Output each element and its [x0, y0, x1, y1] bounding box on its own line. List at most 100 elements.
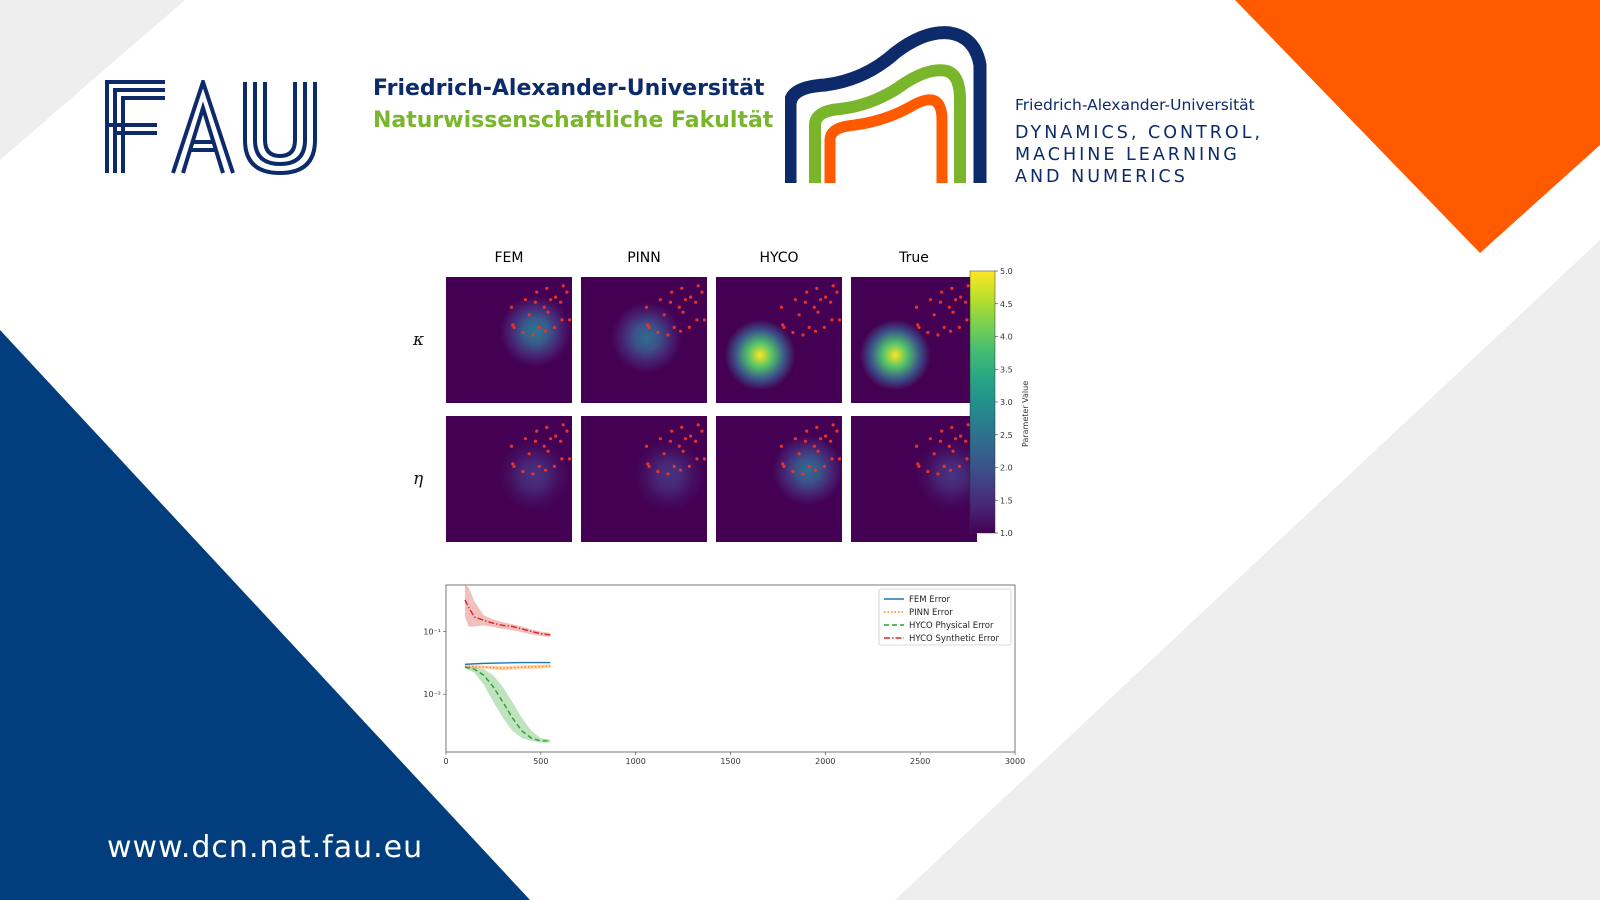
sensor-point	[807, 464, 811, 468]
sensor-point	[779, 444, 784, 448]
sensor-point	[678, 468, 683, 472]
sensor-point	[835, 290, 839, 294]
sensor-point	[511, 462, 515, 466]
website-url[interactable]: www.dcn.nat.fau.eu	[107, 830, 424, 865]
sensor-point	[779, 305, 784, 309]
sensor-point	[700, 290, 704, 294]
sensor-point	[914, 305, 919, 309]
sensor-point	[561, 423, 565, 427]
sensor-point	[565, 290, 569, 294]
sensor-point	[830, 318, 834, 322]
sensor-point	[662, 452, 666, 456]
sensor-point	[917, 325, 921, 329]
sensor-point	[647, 325, 651, 329]
sensor-point	[807, 325, 811, 329]
sensor-point	[683, 437, 688, 441]
sensor-point	[559, 439, 563, 443]
sensor-point	[545, 425, 549, 429]
sensor-point	[546, 449, 550, 453]
legend-entry: HYCO Physical Error	[909, 621, 994, 631]
dcn-university-name: Friedrich-Alexander-Universität	[1015, 96, 1255, 114]
sensor-point	[537, 325, 541, 329]
sensor-point	[940, 429, 944, 433]
sensor-point	[559, 300, 563, 304]
sensor-point	[677, 305, 681, 309]
series-line	[464, 666, 551, 742]
heatmap-field	[716, 416, 842, 542]
heatmap-panel	[716, 416, 842, 542]
sensor-point	[822, 464, 826, 468]
sensor-point	[959, 434, 963, 438]
x-tick-label: 500	[533, 757, 548, 766]
heatmap-field	[851, 277, 977, 403]
x-tick-label: 0	[443, 757, 448, 766]
blue-bottom-left-triangle	[0, 330, 530, 900]
heatmap-panel	[851, 277, 977, 403]
sensor-point	[533, 439, 538, 443]
sensor-point	[646, 462, 650, 466]
sensor-point	[953, 298, 958, 302]
sensor-point	[793, 437, 797, 441]
sensor-point	[512, 325, 516, 329]
grey-top-left-triangle	[0, 0, 185, 160]
sensor-point	[535, 429, 539, 433]
colorbar-tick-label: 2.5	[1000, 431, 1013, 440]
sensor-point	[831, 423, 835, 427]
sensor-point	[561, 284, 565, 288]
y-tick-label: 10⁻²	[423, 690, 441, 699]
sensor-point	[512, 464, 516, 468]
sensor-point	[656, 330, 660, 335]
colorbar	[969, 270, 996, 534]
sensor-point	[932, 452, 936, 456]
sensor-point	[966, 423, 970, 427]
dcn-title-line3: AND NUMERICS	[1015, 167, 1188, 187]
sensor-point	[914, 444, 919, 448]
sensor-point	[782, 464, 786, 468]
colorbar-tick-label: 1.5	[1000, 496, 1013, 505]
sensor-point	[813, 468, 818, 472]
sensor-point	[696, 284, 700, 288]
sensor-point	[542, 305, 546, 309]
sensor-point	[656, 469, 660, 474]
sensor-point	[552, 464, 556, 468]
grey-right-triangle	[895, 240, 1600, 900]
sensor-point	[916, 462, 920, 466]
sensor-point	[680, 286, 684, 290]
sensor-point	[816, 449, 820, 453]
sensor-point	[531, 333, 535, 337]
sensor-point	[803, 439, 808, 443]
heatmap-field	[581, 277, 707, 403]
sensor-point	[644, 305, 649, 309]
sensor-point	[523, 437, 527, 441]
sensor-point	[947, 305, 951, 309]
heatmap-field	[446, 416, 572, 542]
sensor-point	[959, 295, 963, 299]
sensor-point	[687, 325, 691, 329]
heatmap-field	[716, 277, 842, 403]
sensor-point	[926, 469, 930, 474]
legend-entry: FEM Error	[909, 595, 951, 605]
dcn-title-line2: MACHINE LEARNING	[1015, 145, 1240, 165]
x-tick-label: 2500	[910, 757, 930, 766]
sensor-point	[548, 437, 553, 441]
sensor-point	[950, 425, 954, 429]
colorbar-tick-label: 2.0	[1000, 464, 1013, 473]
sensor-point	[829, 439, 833, 443]
sensor-point	[824, 434, 828, 438]
sensor-point	[658, 298, 662, 302]
sensor-point	[554, 295, 558, 299]
sensor-point	[694, 300, 698, 304]
series-line	[464, 661, 551, 665]
sensor-point	[801, 333, 805, 337]
sensor-point	[680, 425, 684, 429]
sensor-point	[695, 457, 699, 461]
colorbar-tick-label: 3.5	[1000, 365, 1013, 374]
sensor-point	[793, 298, 797, 302]
sensor-point	[951, 449, 955, 453]
column-title-true: True	[898, 250, 929, 266]
heatmap-field	[581, 416, 707, 542]
sensor-point	[527, 452, 531, 456]
heatmap-field	[446, 277, 572, 403]
colorbar-tick-label: 5.0	[1000, 267, 1013, 276]
